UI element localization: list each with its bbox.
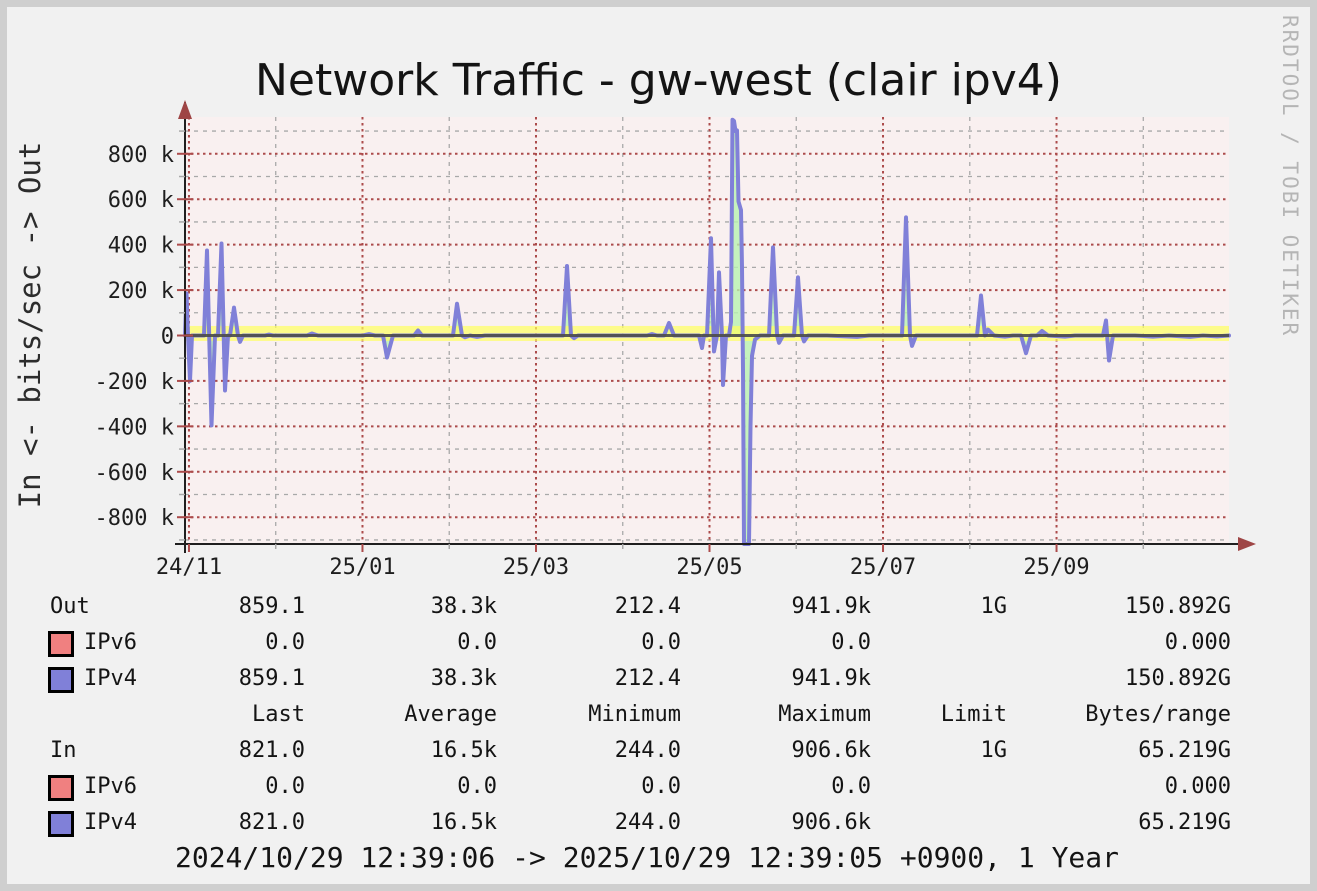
legend-row-in-ipv4: IPv4 821.0 16.5k 244.0 906.6k 65.219G <box>7 805 1310 841</box>
in-ipv4-average: 16.5k <box>430 810 497 835</box>
legend-label-ipv4: IPv4 <box>84 666 137 691</box>
y-tick-labels: 800 k 600 k 400 k 200 k 0 -200 k -400 k -600 k -… <box>95 143 174 531</box>
in-ipv6-average: 0.0 <box>457 774 497 799</box>
in-bytes: 65.219G <box>1138 738 1231 763</box>
in-ipv4-last: 821.0 <box>238 810 305 835</box>
legend-row-in-total: In 821.0 16.5k 244.0 906.6k 1G 65.219G <box>7 733 1310 769</box>
column-header-limit: Limit <box>940 702 1007 727</box>
in-maximum: 906.6k <box>791 738 871 763</box>
in-minimum: 244.0 <box>614 738 681 763</box>
time-range-footer: 2024/10/29 12:39:06 -> 2025/10/29 12:39:… <box>174 841 1119 874</box>
in-ipv4-maximum: 906.6k <box>791 810 871 835</box>
in-ipv6-minimum: 0.0 <box>641 774 681 799</box>
column-header-bytes: Bytes/range <box>1085 702 1231 727</box>
column-header-maximum: Maximum <box>778 702 871 727</box>
out-ipv6-last: 0.0 <box>265 630 305 655</box>
in-average: 16.5k <box>430 738 497 763</box>
y-tick-label: 400 k <box>108 234 174 259</box>
x-tick-label: 25/03 <box>503 555 569 580</box>
out-limit: 1G <box>980 594 1008 619</box>
y-tick-label: -200 k <box>95 370 174 395</box>
y-tick-label: -600 k <box>95 461 174 486</box>
y-tick-label: 0 <box>161 325 174 350</box>
in-limit: 1G <box>980 738 1008 763</box>
x-tick-labels: 24/11 25/01 25/03 25/05 25/07 25/09 <box>156 555 1090 580</box>
ipv4-color-swatch <box>48 667 74 693</box>
ipv6-color-swatch <box>48 631 74 657</box>
out-bytes: 150.892G <box>1125 594 1231 619</box>
legend-header-row: Last Average Minimum Maximum Limit Bytes… <box>7 697 1310 733</box>
out-ipv6-maximum: 0.0 <box>831 630 871 655</box>
legend-table: Out 859.1 38.3k 212.4 941.9k 1G 150.892G… <box>7 7 1310 884</box>
column-header-last: Last <box>252 702 305 727</box>
column-header-average: Average <box>404 702 497 727</box>
y-tick-label: -800 k <box>95 506 174 531</box>
y-tick-label: -400 k <box>95 415 174 440</box>
grid-major <box>185 117 1229 544</box>
in-ipv4-bytes: 65.219G <box>1138 810 1231 835</box>
x-tick-label: 25/09 <box>1023 555 1089 580</box>
minor-ticks <box>179 130 1145 549</box>
ipv4-color-swatch <box>48 811 74 837</box>
x-tick-label: 24/11 <box>156 555 222 580</box>
out-ipv4-bytes: 150.892G <box>1125 666 1231 691</box>
network-traffic-chart: 800 k 600 k 400 k 200 k 0 -200 k -400 k -600 k -… <box>95 100 1256 580</box>
legend-label-out: Out <box>50 594 90 619</box>
ipv6-color-swatch <box>48 775 74 801</box>
legend-label-ipv6: IPv6 <box>84 774 137 799</box>
out-average: 38.3k <box>430 594 497 619</box>
out-maximum: 941.9k <box>791 594 871 619</box>
in-ipv6-maximum: 0.0 <box>831 774 871 799</box>
out-minimum: 212.4 <box>614 594 681 619</box>
page-title: Network Traffic - gw-west (clair ipv4) <box>255 55 1062 106</box>
in-ipv6-bytes: 0.000 <box>1164 774 1231 799</box>
out-ipv6-bytes: 0.000 <box>1164 630 1231 655</box>
x-tick-label: 25/07 <box>850 555 916 580</box>
in-ipv4-minimum: 244.0 <box>614 810 681 835</box>
out-ipv4-average: 38.3k <box>430 666 497 691</box>
rrdtool-watermark: RRDTOOL / TOBI OETIKER <box>1278 15 1302 338</box>
out-ipv4-maximum: 941.9k <box>791 666 871 691</box>
x-tick-label: 25/05 <box>676 555 742 580</box>
legend-label-ipv6: IPv6 <box>84 630 137 655</box>
y-tick-label: 200 k <box>108 279 174 304</box>
y-axis-arrow <box>178 100 192 119</box>
out-ipv6-average: 0.0 <box>457 630 497 655</box>
out-last: 859.1 <box>238 594 305 619</box>
legend-label-ipv4: IPv4 <box>84 810 137 835</box>
column-header-minimum: Minimum <box>588 702 681 727</box>
x-tick-label: 25/01 <box>329 555 395 580</box>
in-last: 821.0 <box>238 738 305 763</box>
out-ipv6-minimum: 0.0 <box>641 630 681 655</box>
major-ticks <box>177 152 1058 552</box>
out-ipv4-last: 859.1 <box>238 666 305 691</box>
legend-row-in-ipv6: IPv6 0.0 0.0 0.0 0.0 0.000 <box>7 769 1310 805</box>
y-tick-label: 600 k <box>108 188 174 213</box>
in-ipv6-last: 0.0 <box>265 774 305 799</box>
legend-row-out-ipv6: IPv6 0.0 0.0 0.0 0.0 0.000 <box>7 625 1310 661</box>
out-ipv4-minimum: 212.4 <box>614 666 681 691</box>
legend-row-out-ipv4: IPv4 859.1 38.3k 212.4 941.9k 150.892G <box>7 661 1310 697</box>
legend-label-in: In <box>50 738 77 763</box>
grid-minor <box>185 117 1229 544</box>
legend-row-out-total: Out 859.1 38.3k 212.4 941.9k 1G 150.892G <box>7 589 1310 625</box>
x-axis-arrow <box>1238 537 1256 551</box>
y-tick-label: 800 k <box>108 143 174 168</box>
